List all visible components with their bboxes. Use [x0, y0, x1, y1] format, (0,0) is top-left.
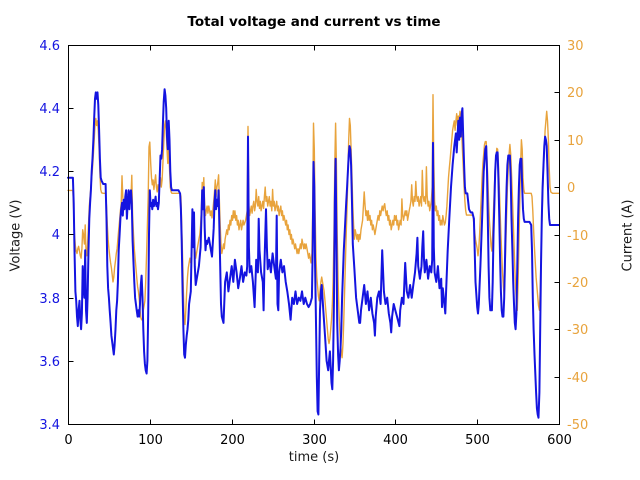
x-tick-label: 0 [64, 433, 72, 448]
y-right-tick-label: 0 [567, 181, 575, 196]
x-tick-label: 300 [302, 433, 327, 448]
y-right-tick-label: -40 [567, 371, 588, 386]
y-left-tick-label: 4 [52, 228, 60, 243]
y-left-tick-label: 4.6 [39, 39, 60, 54]
x-tick-label: 200 [220, 433, 245, 448]
y-right-tick-label: -50 [567, 418, 588, 433]
y-right-tick-label: -10 [567, 229, 588, 244]
x-tick-label: 100 [138, 433, 163, 448]
x-tick-label: 400 [383, 433, 408, 448]
y-right-tick-label: -30 [567, 323, 588, 338]
voltage-series-line [67, 88, 560, 419]
y-left-tick-label: 3.4 [39, 418, 60, 433]
y-right-tick-label: 10 [567, 134, 584, 149]
x-tick-label: 500 [465, 433, 490, 448]
y-left-tick-label: 4.4 [39, 102, 60, 117]
y-left-tick-label: 3.8 [39, 292, 60, 307]
y-right-tick-label: 30 [567, 39, 584, 54]
y-right-tick-label: 20 [567, 86, 584, 101]
x-tick-label: 600 [547, 433, 572, 448]
y-left-tick-label: 3.6 [39, 355, 60, 370]
y-left-tick-label: 4.2 [39, 165, 60, 180]
x-axis-label: time (s) [288, 450, 340, 465]
y-right-tick-label: -20 [567, 276, 588, 291]
chart-title: Total voltage and current vs time [187, 14, 441, 30]
